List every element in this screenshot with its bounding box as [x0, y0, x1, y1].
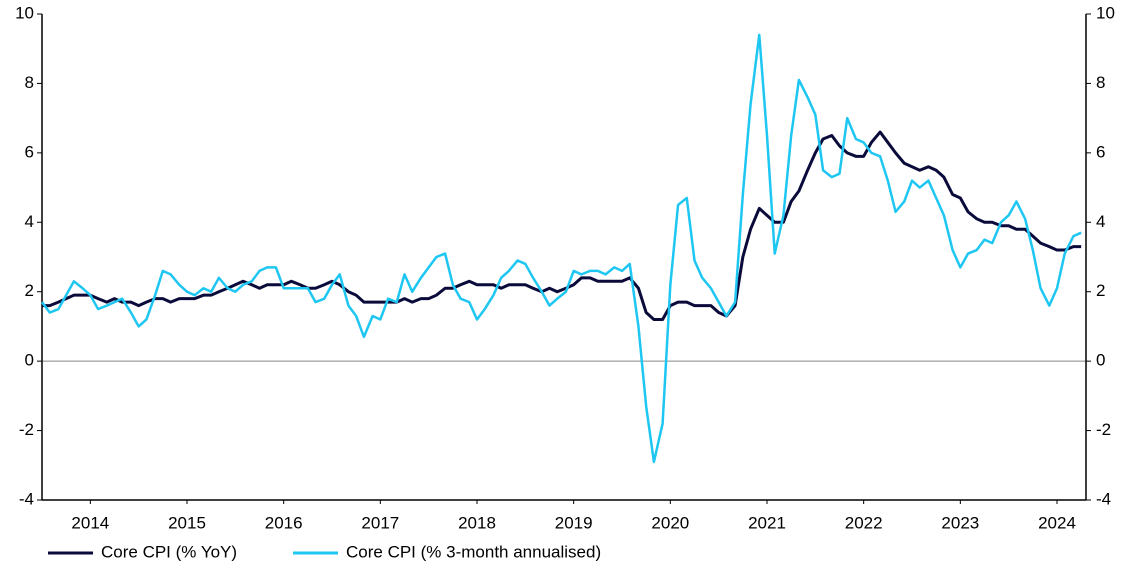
series-line — [42, 130, 1082, 321]
x-tick-label: 2018 — [458, 513, 496, 532]
y2-tick-label: -2 — [1096, 420, 1111, 439]
x-tick-label: 2020 — [651, 513, 689, 532]
y2-tick-label: 10 — [1096, 3, 1115, 22]
y-tick-label: -2 — [19, 420, 34, 439]
x-tick-label: 2022 — [845, 513, 883, 532]
x-tick-label: 2016 — [265, 513, 303, 532]
y2-tick-label: -4 — [1096, 489, 1111, 508]
y2-tick-label: 8 — [1096, 73, 1105, 92]
y2-tick-label: 0 — [1096, 351, 1105, 370]
x-tick-label: 2024 — [1038, 513, 1076, 532]
y-tick-label: 2 — [25, 281, 34, 300]
y2-tick-label: 6 — [1096, 142, 1105, 161]
legend-label: Core CPI (% YoY) — [101, 542, 237, 561]
x-tick-label: 2023 — [941, 513, 979, 532]
y-tick-label: 6 — [25, 142, 34, 161]
y-tick-label: 10 — [15, 3, 34, 22]
y-tick-label: 4 — [25, 212, 34, 231]
y-tick-label: -4 — [19, 489, 34, 508]
x-tick-label: 2015 — [168, 513, 206, 532]
x-tick-label: 2021 — [748, 513, 786, 532]
legend-label: Core CPI (% 3-month annualised) — [346, 542, 601, 561]
y-tick-label: 0 — [25, 351, 34, 370]
x-tick-label: 2019 — [555, 513, 593, 532]
x-tick-label: 2017 — [361, 513, 399, 532]
y-tick-label: 8 — [25, 73, 34, 92]
y2-tick-label: 4 — [1096, 212, 1105, 231]
series-line — [40, 33, 1082, 464]
y2-tick-label: 2 — [1096, 281, 1105, 300]
x-tick-label: 2014 — [71, 513, 109, 532]
